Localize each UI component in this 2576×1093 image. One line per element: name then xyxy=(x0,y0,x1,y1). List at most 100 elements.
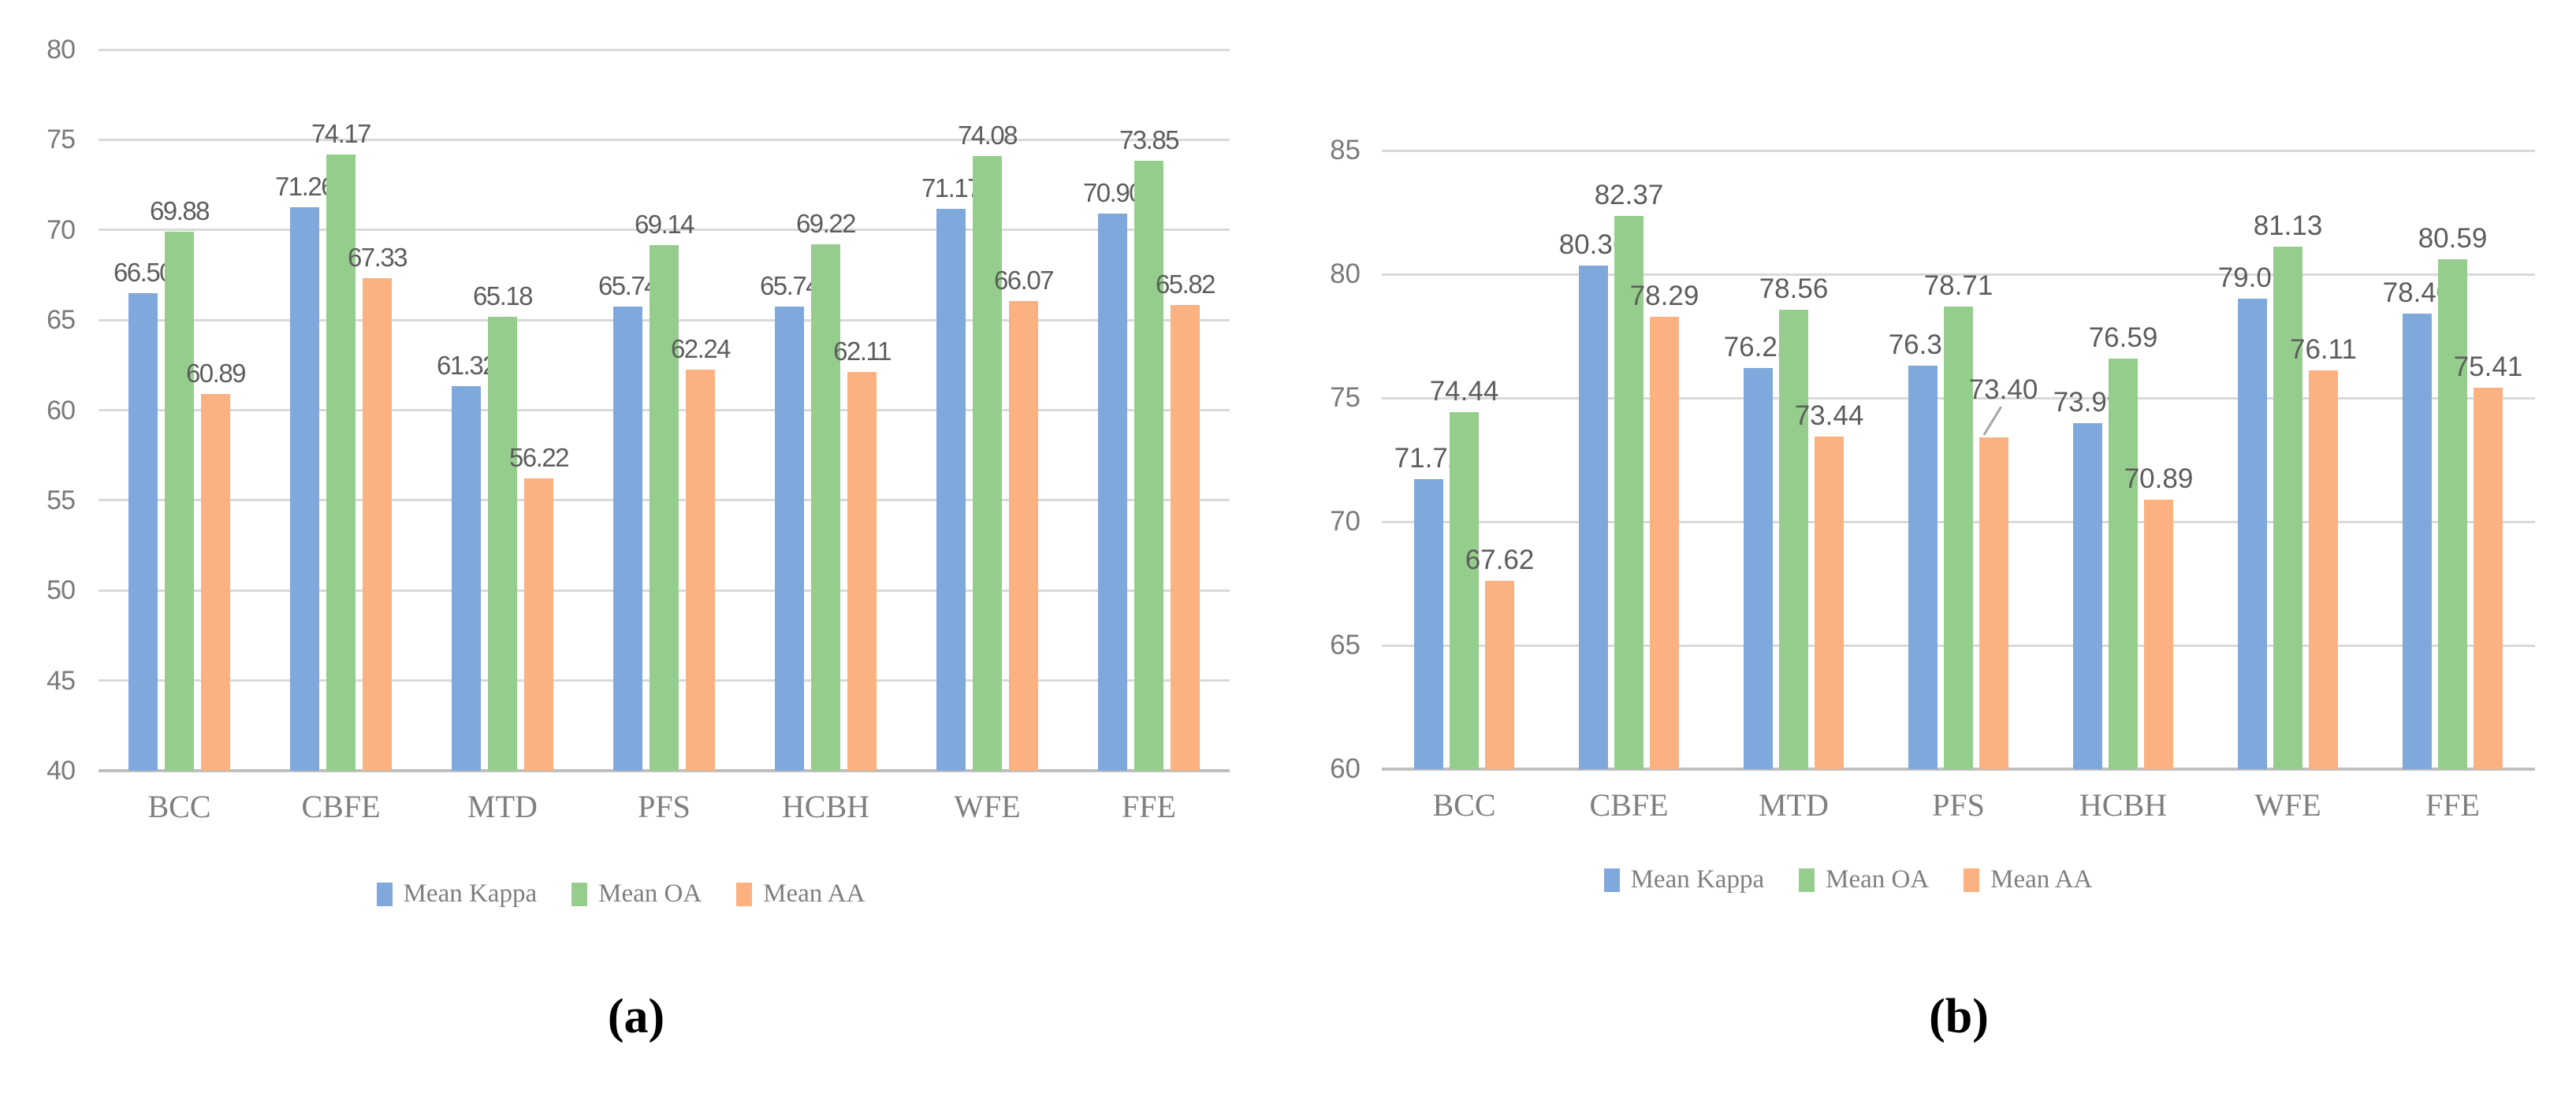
value-label: 74.17 xyxy=(311,119,372,149)
legend-swatch-mean-oa xyxy=(571,882,588,906)
bar-mean-oa-mtd xyxy=(488,317,517,771)
y-tick-label: 60 xyxy=(1330,753,1361,784)
value-label: 78.56 xyxy=(1759,273,1829,305)
bar-mean-aa-cbfe xyxy=(1650,316,1679,769)
chart-a: 40 45 50 55 60 65 70 75 80 66.50 69.88 60.89 BCC 71.2… xyxy=(47,35,1230,1043)
bar-mean-kappa-hcbh xyxy=(775,307,804,771)
bar-mean-aa-mtd xyxy=(1815,436,1844,769)
y-tick-label: 60 xyxy=(47,395,76,426)
legend-item-mean-kappa: Mean Kappa xyxy=(1603,865,1764,894)
x-axis-label-wfe: WFE xyxy=(2254,787,2321,823)
legend-label: Mean OA xyxy=(598,879,702,908)
chart-b-legend: Mean Kappa Mean OA Mean AA xyxy=(1271,865,2425,894)
bar-mean-aa-pfs xyxy=(1979,437,2008,769)
x-axis-line xyxy=(99,769,1230,772)
value-label: 69.88 xyxy=(149,196,210,226)
x-axis-label-mtd: MTD xyxy=(467,789,538,824)
bar-mean-aa-ffe xyxy=(1171,305,1200,771)
chart-a-caption: (a) xyxy=(607,990,665,1043)
bar-mean-kappa-wfe xyxy=(2238,299,2267,769)
gridline xyxy=(1382,273,2535,276)
value-label: 73.40 xyxy=(1968,374,2038,406)
y-tick-label: 40 xyxy=(47,756,76,786)
bar-mean-kappa-hcbh xyxy=(2073,422,2102,769)
gridline xyxy=(1382,149,2535,152)
bar-mean-oa-ffe xyxy=(2438,259,2467,769)
x-axis-label-pfs: PFS xyxy=(638,789,691,824)
legend-swatch-mean-aa xyxy=(1964,868,1980,892)
value-label: 78.29 xyxy=(1629,280,1699,311)
value-label: 70.90 xyxy=(1082,178,1144,208)
value-label: 65.74 xyxy=(759,271,821,301)
x-axis-label-ffe: FFE xyxy=(1122,789,1176,824)
value-label: 69.22 xyxy=(795,208,857,238)
legend-swatch-mean-oa xyxy=(1799,868,1815,892)
bar-mean-aa-bcc xyxy=(1485,580,1514,769)
bar-mean-oa-cbfe xyxy=(326,154,356,771)
value-label: 71.17 xyxy=(921,173,982,203)
y-tick-label: 70 xyxy=(47,214,76,245)
x-axis-line xyxy=(1382,768,2535,771)
value-label: 62.11 xyxy=(833,336,892,366)
bar-mean-oa-pfs xyxy=(650,245,679,771)
value-label: 70.89 xyxy=(2124,463,2194,495)
legend-item-mean-aa: Mean AA xyxy=(1964,865,2092,894)
bar-mean-oa-bcc xyxy=(165,232,194,771)
x-axis-label-cbfe: CBFE xyxy=(1589,787,1669,823)
bar-mean-kappa-bcc xyxy=(1414,478,1443,769)
y-tick-label: 50 xyxy=(47,575,76,606)
bar-mean-oa-ffe xyxy=(1134,160,1163,771)
x-axis-label-hcbh: HCBH xyxy=(781,789,870,824)
legend-item-mean-oa: Mean OA xyxy=(571,879,702,909)
bar-mean-oa-wfe xyxy=(2273,246,2302,769)
bar-mean-aa-wfe xyxy=(2309,370,2338,769)
gridline xyxy=(99,48,1230,51)
legend-item-mean-oa: Mean OA xyxy=(1799,865,1929,894)
bar-mean-oa-mtd xyxy=(1779,310,1808,769)
value-label: 80.59 xyxy=(2418,223,2488,255)
value-label: 62.24 xyxy=(670,334,731,364)
x-axis-label-wfe: WFE xyxy=(954,789,1021,824)
gridline xyxy=(99,138,1230,141)
bar-mean-aa-mtd xyxy=(524,478,553,771)
legend-label: Mean OA xyxy=(1826,865,1930,894)
legend-label: Mean Kappa xyxy=(403,879,538,908)
value-label: 67.33 xyxy=(347,242,408,272)
value-label: 78.71 xyxy=(1923,270,1993,301)
y-tick-label: 70 xyxy=(1330,506,1361,537)
bar-mean-oa-pfs xyxy=(1944,306,1973,769)
x-axis-label-ffe: FFE xyxy=(2425,787,2480,823)
value-label: 61.32 xyxy=(436,351,497,381)
value-label: 65.18 xyxy=(472,281,534,310)
legend-swatch-mean-aa xyxy=(736,882,753,906)
y-tick-label: 65 xyxy=(47,305,76,336)
y-tick-label: 55 xyxy=(47,485,76,515)
value-label: 82.37 xyxy=(1594,179,1664,210)
value-label: 74.44 xyxy=(1429,375,1499,407)
bar-mean-aa-wfe xyxy=(1009,300,1038,771)
bar-mean-kappa-pfs xyxy=(613,307,642,771)
y-tick-label: 75 xyxy=(47,125,76,155)
y-tick-label: 45 xyxy=(47,665,76,696)
legend-label: Mean AA xyxy=(1990,865,2093,894)
value-label: 74.08 xyxy=(957,121,1018,151)
chart-b-caption: (b) xyxy=(1929,990,1989,1043)
bar-mean-kappa-pfs xyxy=(1908,365,1938,769)
x-axis-label-bcc: BCC xyxy=(1432,787,1496,823)
bar-mean-oa-hcbh xyxy=(2109,359,2138,769)
y-tick-label: 75 xyxy=(1330,382,1361,413)
bar-mean-kappa-cbfe xyxy=(1579,265,1608,769)
bar-mean-oa-wfe xyxy=(973,156,1002,771)
bar-mean-oa-hcbh xyxy=(811,244,840,771)
value-label: 71.26 xyxy=(274,171,336,201)
bar-mean-kappa-bcc xyxy=(128,292,158,771)
value-label: 60.89 xyxy=(185,359,247,388)
y-tick-label: 80 xyxy=(47,35,76,65)
legend-swatch-mean-kappa xyxy=(1603,868,1620,892)
legend-item-mean-aa: Mean AA xyxy=(736,879,865,909)
value-label: 73.85 xyxy=(1119,125,1180,154)
value-label: 76.11 xyxy=(2290,334,2357,366)
x-axis-label-mtd: MTD xyxy=(1759,787,1829,823)
y-tick-label: 65 xyxy=(1330,630,1361,660)
